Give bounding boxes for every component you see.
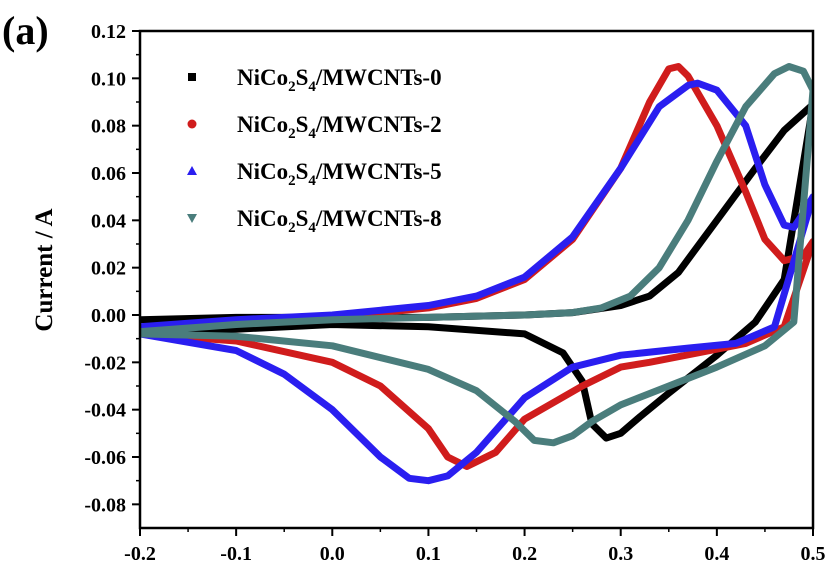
x-tick-label: 0.5 — [801, 543, 826, 565]
series-nico2s4-mwcnts-8-line — [140, 63, 813, 447]
y-axis: -0.08 -0.06 -0.04 -0.02 0.00 0.02 0.04 0.06 0.08… — [84, 21, 140, 516]
x-tick-label: -0.1 — [220, 543, 252, 565]
legend-marker-square — [188, 73, 196, 81]
y-tick-label: -0.08 — [84, 494, 126, 516]
y-tick-label: 0.04 — [91, 210, 126, 232]
y-tick-label: 0.10 — [91, 68, 126, 90]
legend-marker-triangle-down — [187, 214, 197, 223]
x-tick-label: 0.4 — [704, 543, 729, 565]
y-tick-label: 0.02 — [91, 258, 126, 280]
x-tick-label: 0.2 — [512, 543, 537, 565]
y-tick-label: -0.04 — [84, 400, 126, 422]
legend-marker-triangle-up — [187, 166, 197, 175]
y-tick-label: 0.12 — [91, 21, 126, 43]
legend-marker-circle — [187, 119, 197, 129]
series-layer — [140, 63, 813, 485]
legend-label-nico2s4-mwcnts-0: NiCo2S4/MWCNTs-0 — [237, 65, 442, 95]
y-tick-label: 0.06 — [91, 163, 126, 185]
x-axis: -0.2 -0.1 0.0 0.1 0.2 0.3 0.4 0.5 — [124, 528, 826, 565]
x-tick-label: 0.0 — [320, 543, 345, 565]
x-tick-label: 0.3 — [608, 543, 633, 565]
x-tick-label: 0.1 — [416, 543, 441, 565]
legend-label-nico2s4-mwcnts-2: NiCo2S4/MWCNTs-2 — [237, 112, 442, 142]
series-nico2s4-mwcnts-5-line — [140, 79, 813, 485]
y-tick-label: -0.02 — [84, 352, 126, 374]
legend-label-nico2s4-mwcnts-5: NiCo2S4/MWCNTs-5 — [237, 159, 442, 189]
legend-label-nico2s4-mwcnts-8: NiCo2S4/MWCNTs-8 — [237, 206, 442, 236]
x-tick-label: -0.2 — [124, 543, 156, 565]
y-axis-title: Current / A — [31, 208, 58, 331]
y-tick-label: 0.08 — [91, 116, 126, 138]
y-tick-label: -0.06 — [84, 447, 126, 469]
panel-label: (a) — [2, 8, 49, 53]
legend: NiCo2S4/MWCNTs-0 NiCo2S4/MWCNTs-2 NiCo2S4/… — [187, 65, 442, 236]
y-tick-label: 0.00 — [91, 305, 126, 327]
